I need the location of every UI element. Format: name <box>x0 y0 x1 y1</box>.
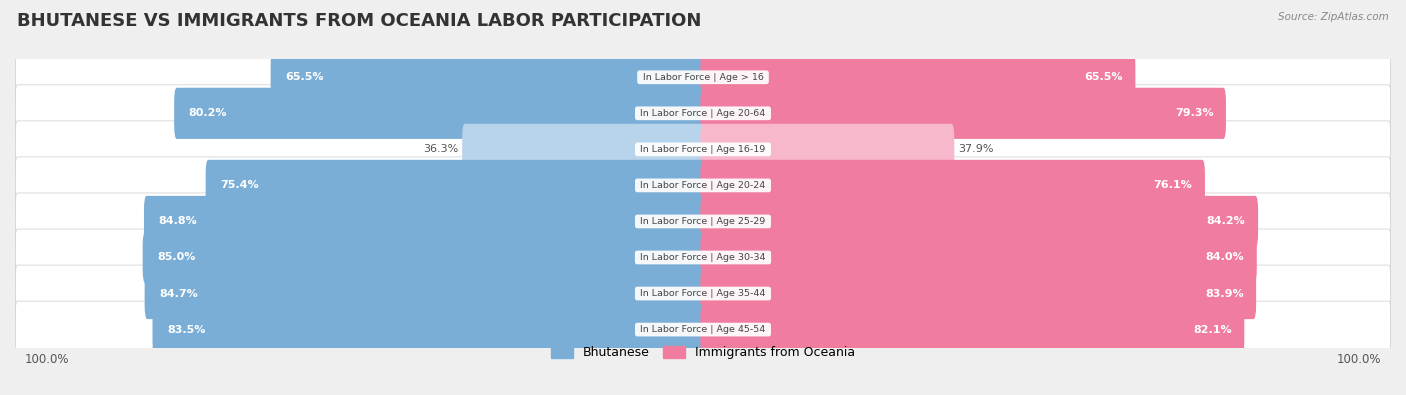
Text: 84.8%: 84.8% <box>159 216 197 226</box>
FancyBboxPatch shape <box>142 232 706 283</box>
FancyBboxPatch shape <box>700 304 1244 355</box>
FancyBboxPatch shape <box>15 193 1391 250</box>
FancyBboxPatch shape <box>174 88 706 139</box>
FancyBboxPatch shape <box>15 121 1391 178</box>
Text: 37.9%: 37.9% <box>959 144 994 154</box>
FancyBboxPatch shape <box>700 160 1205 211</box>
FancyBboxPatch shape <box>700 124 955 175</box>
FancyBboxPatch shape <box>15 301 1391 358</box>
Text: 84.0%: 84.0% <box>1206 252 1244 263</box>
Text: BHUTANESE VS IMMIGRANTS FROM OCEANIA LABOR PARTICIPATION: BHUTANESE VS IMMIGRANTS FROM OCEANIA LAB… <box>17 12 702 30</box>
FancyBboxPatch shape <box>15 49 1391 106</box>
Text: 83.9%: 83.9% <box>1205 288 1244 299</box>
FancyBboxPatch shape <box>700 52 1136 103</box>
FancyBboxPatch shape <box>270 52 706 103</box>
Text: In Labor Force | Age 35-44: In Labor Force | Age 35-44 <box>637 289 769 298</box>
FancyBboxPatch shape <box>15 85 1391 142</box>
FancyBboxPatch shape <box>143 196 706 247</box>
Text: Source: ZipAtlas.com: Source: ZipAtlas.com <box>1278 12 1389 22</box>
Text: 75.4%: 75.4% <box>221 181 259 190</box>
Text: In Labor Force | Age > 16: In Labor Force | Age > 16 <box>640 73 766 82</box>
Text: 82.1%: 82.1% <box>1194 325 1232 335</box>
Text: In Labor Force | Age 16-19: In Labor Force | Age 16-19 <box>637 145 769 154</box>
FancyBboxPatch shape <box>15 265 1391 322</box>
Text: 84.7%: 84.7% <box>159 288 198 299</box>
Text: In Labor Force | Age 20-64: In Labor Force | Age 20-64 <box>637 109 769 118</box>
Text: In Labor Force | Age 20-24: In Labor Force | Age 20-24 <box>637 181 769 190</box>
Text: 65.5%: 65.5% <box>1084 72 1123 82</box>
Legend: Bhutanese, Immigrants from Oceania: Bhutanese, Immigrants from Oceania <box>546 341 860 365</box>
FancyBboxPatch shape <box>15 229 1391 286</box>
FancyBboxPatch shape <box>463 124 706 175</box>
Text: In Labor Force | Age 25-29: In Labor Force | Age 25-29 <box>637 217 769 226</box>
FancyBboxPatch shape <box>15 157 1391 214</box>
FancyBboxPatch shape <box>700 196 1258 247</box>
FancyBboxPatch shape <box>700 268 1256 319</box>
Text: In Labor Force | Age 45-54: In Labor Force | Age 45-54 <box>637 325 769 334</box>
Text: 36.3%: 36.3% <box>423 144 458 154</box>
Text: In Labor Force | Age 30-34: In Labor Force | Age 30-34 <box>637 253 769 262</box>
FancyBboxPatch shape <box>700 232 1257 283</box>
FancyBboxPatch shape <box>145 268 706 319</box>
Text: 80.2%: 80.2% <box>188 108 228 118</box>
Text: 84.2%: 84.2% <box>1206 216 1246 226</box>
Text: 76.1%: 76.1% <box>1154 181 1192 190</box>
FancyBboxPatch shape <box>152 304 706 355</box>
Text: 79.3%: 79.3% <box>1175 108 1213 118</box>
FancyBboxPatch shape <box>700 88 1226 139</box>
Text: 65.5%: 65.5% <box>285 72 323 82</box>
Text: 83.5%: 83.5% <box>167 325 205 335</box>
Text: 85.0%: 85.0% <box>157 252 195 263</box>
FancyBboxPatch shape <box>205 160 706 211</box>
